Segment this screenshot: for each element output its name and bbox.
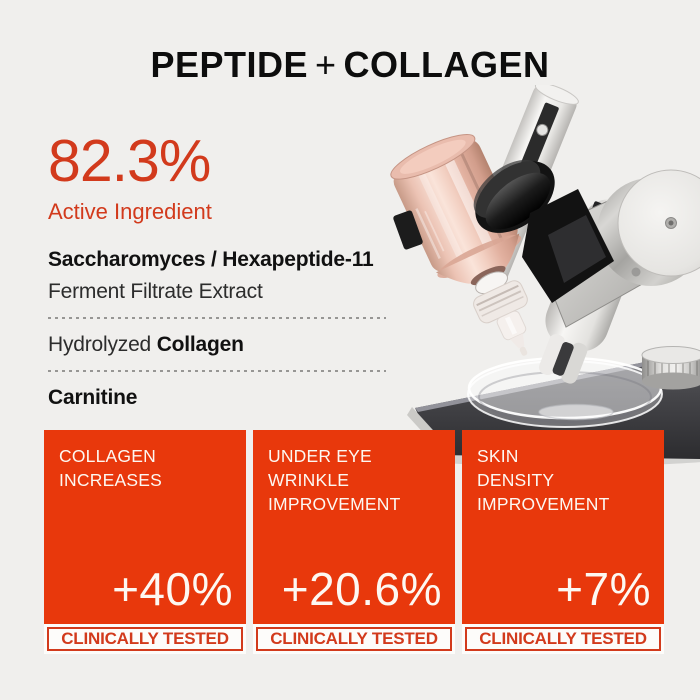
card-value: +7% <box>556 563 651 615</box>
product-photo <box>390 85 700 465</box>
clinically-tested-badge: CLINICALLY TESTED <box>47 627 243 651</box>
stat-card-under-eye: UNDER EYE WRINKLE IMPROVEMENT +20.6% CLI… <box>253 430 455 654</box>
title-left: PEPTIDE <box>150 44 308 85</box>
ingredient-carnitine: Carnitine <box>48 386 138 410</box>
card-label: COLLAGEN INCREASES <box>59 446 162 490</box>
title-plus-sign: + <box>315 44 337 85</box>
card-label: SKIN DENSITY IMPROVEMENT <box>477 446 610 514</box>
base-ring <box>641 346 700 390</box>
page-title: PEPTIDE + COLLAGEN <box>0 44 700 86</box>
ingredient-saccharomyces: Saccharomyces / Hexapeptide-11 <box>48 248 374 271</box>
ingredient-list: Saccharomyces / Hexapeptide-11 Ferment F… <box>48 246 386 413</box>
hydrolyzed-prefix: Hydrolyzed <box>48 333 157 357</box>
ingredient-ferment-filtrate: Ferment Filtrate Extract <box>48 280 263 304</box>
stat-card-skin-density: SKIN DENSITY IMPROVEMENT +7% CLINICALLY … <box>462 430 664 654</box>
stat-cards-row: COLLAGEN INCREASES +40% CLINICALLY TESTE… <box>44 430 664 654</box>
clinically-tested-badge: CLINICALLY TESTED <box>256 627 452 651</box>
dashed-divider <box>48 317 386 320</box>
card-value: +20.6% <box>281 563 442 615</box>
collagen-bold: Collagen <box>156 333 244 357</box>
card-value: +40% <box>112 563 233 615</box>
bottle-clamp <box>393 159 614 303</box>
card-badge-strip: CLINICALLY TESTED <box>44 624 246 654</box>
frosted-collar <box>473 280 528 324</box>
stat-card-collagen: COLLAGEN INCREASES +40% CLINICALLY TESTE… <box>44 430 246 654</box>
dropper-tip <box>496 310 528 356</box>
card-label: UNDER EYE WRINKLE IMPROVEMENT <box>268 446 401 514</box>
dashed-divider <box>48 370 386 373</box>
clinically-tested-badge: CLINICALLY TESTED <box>465 627 661 651</box>
petri-dish <box>467 356 663 428</box>
card-badge-strip: CLINICALLY TESTED <box>253 624 455 654</box>
active-ingredient-label: Active Ingredient <box>48 199 212 224</box>
card-badge-strip: CLINICALLY TESTED <box>462 624 664 654</box>
focus-knob <box>597 169 700 286</box>
active-ingredient-percentage: 82.3% <box>48 128 211 194</box>
ingredient-hydrolyzed-collagen: Hydrolyzed Collagen <box>48 331 386 359</box>
title-right: COLLAGEN <box>343 44 550 85</box>
